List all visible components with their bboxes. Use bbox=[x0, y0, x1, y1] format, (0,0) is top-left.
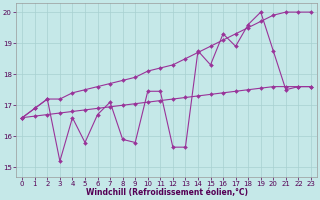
X-axis label: Windchill (Refroidissement éolien,°C): Windchill (Refroidissement éolien,°C) bbox=[85, 188, 248, 197]
